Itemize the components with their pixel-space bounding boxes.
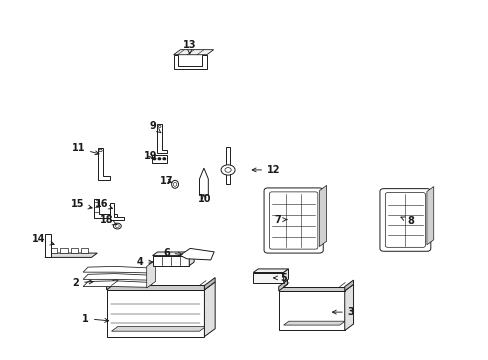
Polygon shape: [45, 234, 51, 257]
Text: 10: 10: [197, 194, 211, 204]
Text: 4: 4: [136, 257, 152, 267]
Text: 7: 7: [274, 215, 286, 225]
FancyBboxPatch shape: [269, 192, 317, 249]
FancyBboxPatch shape: [385, 193, 425, 247]
Text: 12: 12: [252, 165, 280, 175]
Polygon shape: [146, 260, 155, 288]
Text: 14: 14: [32, 234, 54, 245]
Polygon shape: [180, 248, 214, 260]
Polygon shape: [225, 147, 230, 184]
Polygon shape: [110, 203, 123, 220]
Text: 8: 8: [400, 216, 413, 226]
Polygon shape: [106, 290, 204, 337]
Circle shape: [158, 126, 161, 127]
Polygon shape: [204, 282, 215, 337]
Circle shape: [221, 165, 235, 175]
FancyBboxPatch shape: [264, 188, 323, 253]
Polygon shape: [70, 248, 78, 253]
Polygon shape: [278, 280, 287, 291]
Circle shape: [115, 225, 119, 228]
Text: 9: 9: [149, 121, 161, 133]
Circle shape: [158, 158, 160, 160]
Polygon shape: [157, 124, 167, 153]
Text: 5: 5: [273, 273, 286, 283]
Polygon shape: [199, 168, 208, 195]
Polygon shape: [152, 252, 194, 256]
Ellipse shape: [171, 180, 178, 188]
Circle shape: [99, 149, 102, 152]
Polygon shape: [152, 256, 189, 266]
Polygon shape: [253, 269, 288, 273]
Text: 18: 18: [100, 215, 116, 225]
Polygon shape: [426, 186, 433, 245]
Polygon shape: [344, 280, 353, 291]
Polygon shape: [189, 252, 194, 266]
Polygon shape: [81, 248, 88, 253]
Polygon shape: [94, 199, 117, 218]
Circle shape: [113, 223, 121, 229]
Text: 17: 17: [159, 176, 173, 186]
Circle shape: [153, 158, 155, 160]
Polygon shape: [173, 50, 213, 55]
Circle shape: [224, 168, 231, 172]
Text: 6: 6: [163, 248, 182, 258]
Polygon shape: [111, 327, 205, 331]
Polygon shape: [173, 55, 206, 69]
Polygon shape: [45, 253, 97, 257]
Polygon shape: [278, 291, 344, 330]
Polygon shape: [253, 273, 283, 283]
Polygon shape: [344, 284, 353, 330]
Polygon shape: [83, 274, 152, 280]
Polygon shape: [83, 266, 152, 273]
Ellipse shape: [173, 182, 177, 186]
Polygon shape: [106, 278, 117, 290]
Text: 13: 13: [183, 40, 196, 54]
Polygon shape: [98, 148, 110, 180]
Text: 1: 1: [82, 314, 108, 324]
Circle shape: [163, 158, 165, 160]
Text: 2: 2: [72, 278, 93, 288]
Polygon shape: [106, 285, 204, 290]
Text: 16: 16: [95, 199, 112, 210]
Polygon shape: [50, 248, 57, 253]
Text: 19: 19: [143, 150, 157, 161]
Text: 15: 15: [70, 199, 92, 210]
Polygon shape: [278, 287, 344, 291]
Text: 11: 11: [71, 143, 99, 155]
Polygon shape: [60, 248, 67, 253]
Text: 3: 3: [332, 307, 354, 317]
Polygon shape: [151, 155, 167, 163]
FancyBboxPatch shape: [379, 189, 430, 251]
Polygon shape: [204, 278, 215, 290]
Polygon shape: [319, 185, 326, 247]
Polygon shape: [83, 281, 152, 287]
Polygon shape: [283, 321, 345, 325]
Polygon shape: [283, 269, 288, 283]
